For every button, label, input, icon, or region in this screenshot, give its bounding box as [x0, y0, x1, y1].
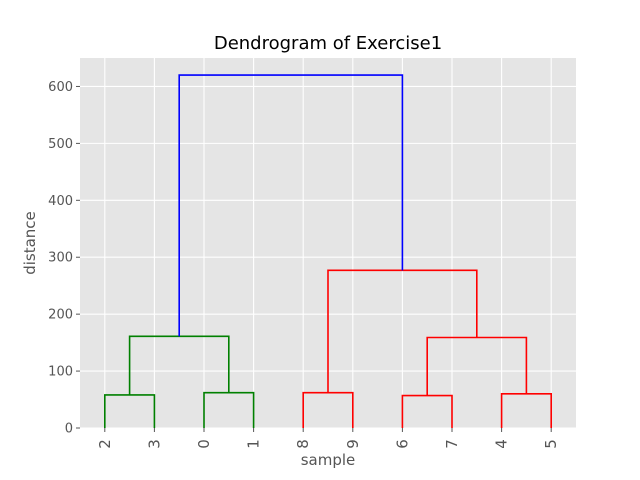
y-tick-label: 200 [48, 308, 73, 323]
dendrogram-links [104, 74, 553, 428]
x-tick-label: 1 [245, 439, 263, 449]
x-tick-label: 2 [96, 439, 114, 449]
y-axis-ticks: 0 100 200 300 400 500 600 [48, 80, 80, 437]
x-tick-label: 7 [443, 439, 461, 449]
y-tick-label: 600 [48, 80, 73, 95]
x-tick-label: 9 [344, 439, 362, 449]
y-axis-label: distance [21, 211, 39, 275]
y-tick-label: 400 [48, 194, 73, 209]
x-tick-label: 4 [493, 439, 511, 449]
y-tick-label: 500 [48, 137, 73, 152]
x-tick-label: 8 [294, 439, 312, 449]
y-tick-label: 100 [48, 365, 73, 380]
chart-title: Dendrogram of Exercise1 [214, 33, 442, 54]
x-axis-ticks: 2 3 0 1 8 9 6 7 4 5 [96, 428, 560, 449]
x-axis-label: sample [301, 451, 356, 469]
x-tick-label: 6 [393, 439, 411, 449]
x-tick-label: 0 [195, 439, 213, 449]
y-tick-label: 300 [48, 251, 73, 266]
dendrogram-link [178, 74, 404, 337]
x-tick-label: 3 [145, 439, 163, 449]
y-tick-label: 0 [65, 422, 73, 437]
x-tick-label: 5 [542, 439, 560, 449]
